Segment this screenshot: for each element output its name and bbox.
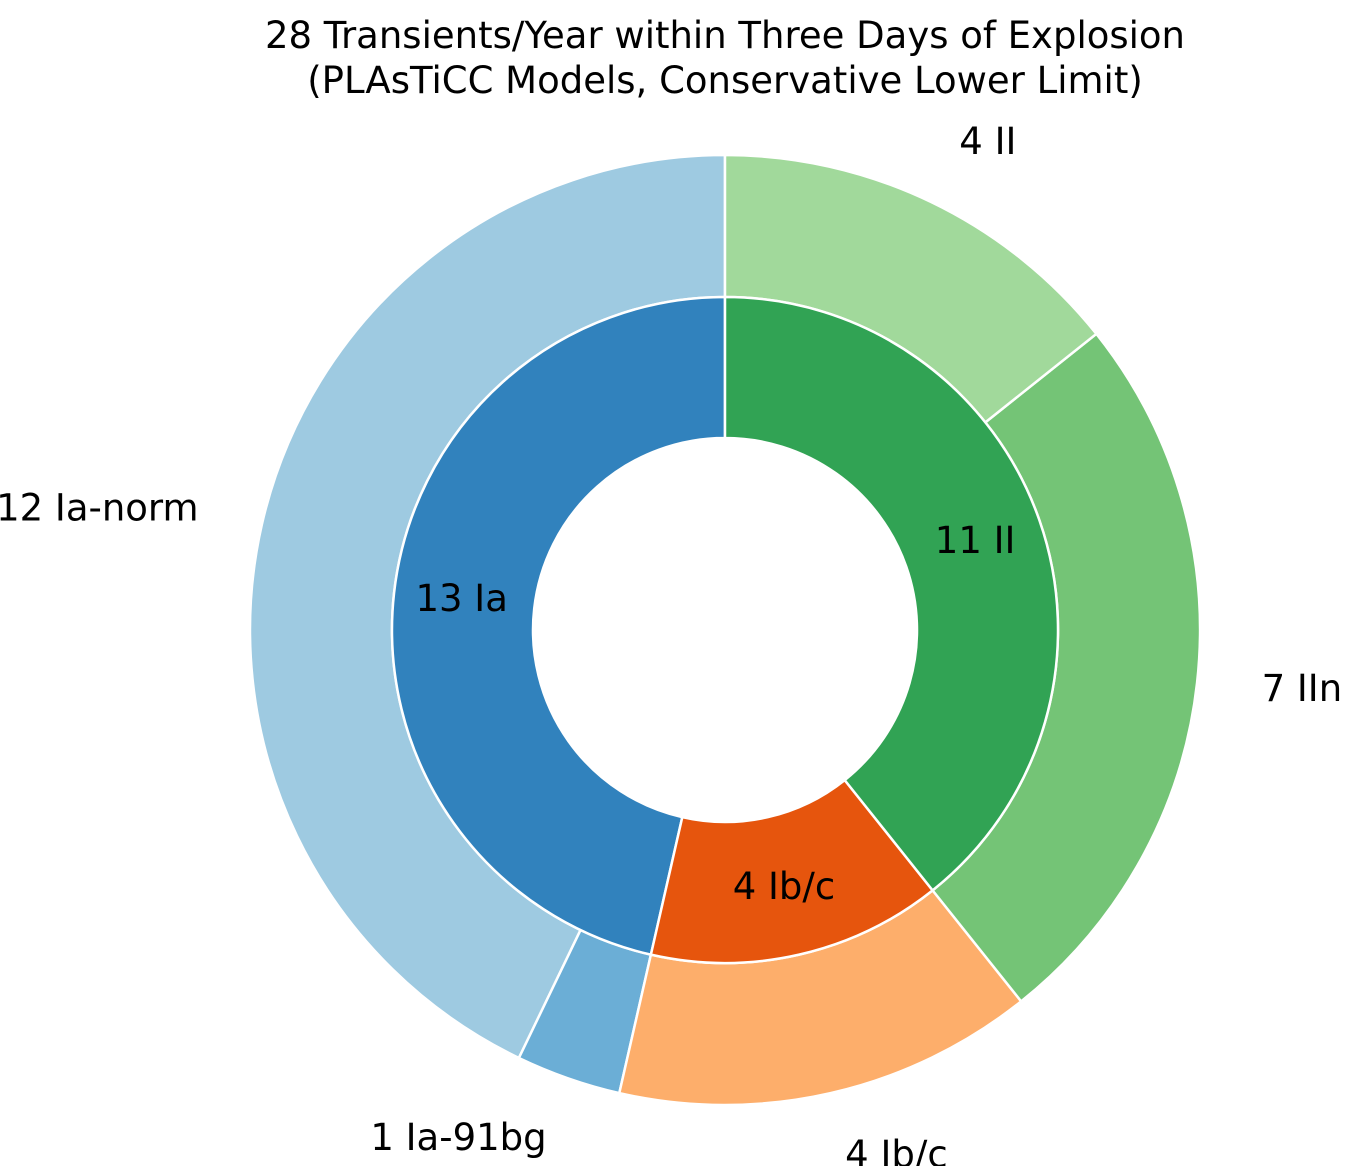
- chart-title-line-1: 28 Transients/Year within Three Days of …: [265, 14, 1185, 57]
- outer-label-2: 4 Ib/c: [845, 1133, 948, 1166]
- inner-slice-11-ii: [723, 295, 1060, 893]
- inner-label-0: 13 Ia: [415, 577, 507, 620]
- slice-labels: 12 Ia-norm 1 Ia-91bg 4 Ib/c 7 IIn 4 II 13 Ia 4…: [0, 120, 1342, 1166]
- inner-slice-13-ia: [390, 295, 727, 957]
- inner-slice-4-ib-c: [649, 778, 935, 965]
- outer-label-3: 7 IIn: [1262, 667, 1343, 710]
- outer-label-1: 1 Ia-91bg: [370, 1116, 546, 1159]
- outer-label-0: 12 Ia-norm: [0, 486, 199, 529]
- outer-label-4: 4 II: [959, 120, 1016, 163]
- inner-ring: [390, 295, 1060, 965]
- inner-label-2: 11 II: [935, 519, 1016, 562]
- outer-ring: [248, 153, 1202, 1107]
- inner-label-1: 4 Ib/c: [733, 865, 836, 908]
- chart-title-line-2: (PLAsTiCC Models, Conservative Lower Lim…: [307, 59, 1143, 102]
